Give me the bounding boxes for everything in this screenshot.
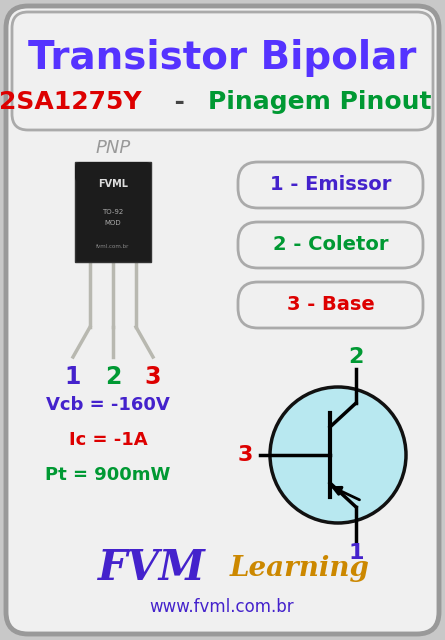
Text: 1: 1 — [65, 365, 81, 389]
Text: fvml.com.br: fvml.com.br — [96, 243, 129, 248]
Text: 3: 3 — [237, 445, 253, 465]
Text: Pt = 900mW: Pt = 900mW — [45, 466, 171, 484]
Text: 3: 3 — [145, 365, 161, 389]
Text: www.fvml.com.br: www.fvml.com.br — [150, 598, 294, 616]
Text: FVM: FVM — [98, 547, 206, 589]
Text: 2SA1275Y: 2SA1275Y — [0, 90, 142, 114]
Text: MOD: MOD — [105, 220, 121, 226]
FancyBboxPatch shape — [238, 222, 423, 268]
Text: 2: 2 — [105, 365, 121, 389]
Text: Ic = -1A: Ic = -1A — [69, 431, 147, 449]
FancyBboxPatch shape — [12, 12, 433, 130]
Text: 1 - Emissor: 1 - Emissor — [270, 175, 391, 195]
FancyBboxPatch shape — [238, 162, 423, 208]
Text: 1: 1 — [348, 543, 364, 563]
Circle shape — [270, 387, 406, 523]
Text: Learning: Learning — [230, 554, 370, 582]
FancyBboxPatch shape — [6, 6, 439, 634]
Text: Vcb = -160V: Vcb = -160V — [46, 396, 170, 414]
Text: 2: 2 — [348, 347, 364, 367]
Text: PNP: PNP — [95, 139, 131, 157]
Text: 3 - Base: 3 - Base — [287, 296, 374, 314]
Text: 2 - Coletor: 2 - Coletor — [273, 236, 388, 255]
Text: Transistor Bipolar: Transistor Bipolar — [28, 39, 416, 77]
Text: TO-92: TO-92 — [102, 209, 124, 215]
Text: -: - — [157, 90, 193, 114]
FancyBboxPatch shape — [238, 282, 423, 328]
FancyBboxPatch shape — [75, 162, 151, 262]
Text: FVML: FVML — [98, 179, 128, 189]
FancyBboxPatch shape — [75, 162, 151, 182]
Text: Pinagem Pinout: Pinagem Pinout — [208, 90, 432, 114]
